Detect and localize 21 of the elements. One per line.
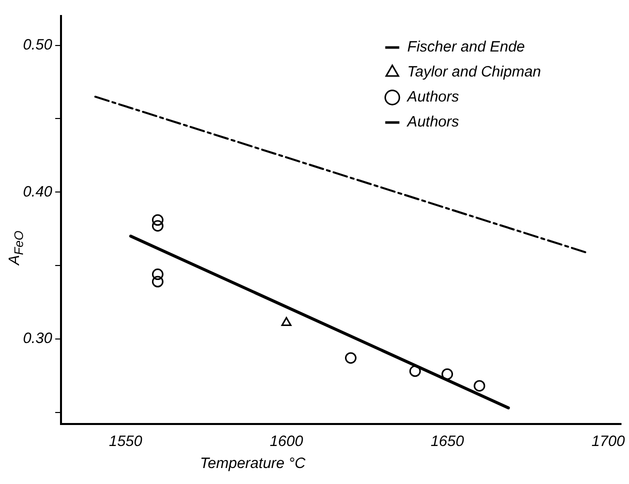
point — [152, 276, 164, 288]
y-tick-label: 0.40 — [22, 183, 53, 200]
y-tick-label: 0.50 — [22, 36, 53, 54]
x-tick-label: 1650 — [430, 433, 465, 450]
point — [474, 380, 486, 392]
legend-label: Fischer and Ende — [407, 38, 525, 56]
legend-label: Taylor and Chipman — [407, 64, 542, 81]
point — [152, 268, 164, 280]
point — [442, 368, 454, 380]
point — [345, 352, 356, 364]
x-tick-label: 1550 — [108, 433, 143, 450]
point — [281, 316, 292, 326]
x-axis-title: Temperature °C — [200, 455, 306, 472]
point — [409, 365, 421, 377]
x-tick-label: 1600 — [270, 433, 304, 450]
legend-label: Authors — [406, 88, 460, 106]
legend-label: Authors — [406, 114, 460, 131]
point — [152, 220, 164, 232]
x-tick-label: 1700 — [591, 433, 626, 450]
y-tick-label: 0.30 — [22, 330, 53, 348]
point — [152, 214, 164, 226]
